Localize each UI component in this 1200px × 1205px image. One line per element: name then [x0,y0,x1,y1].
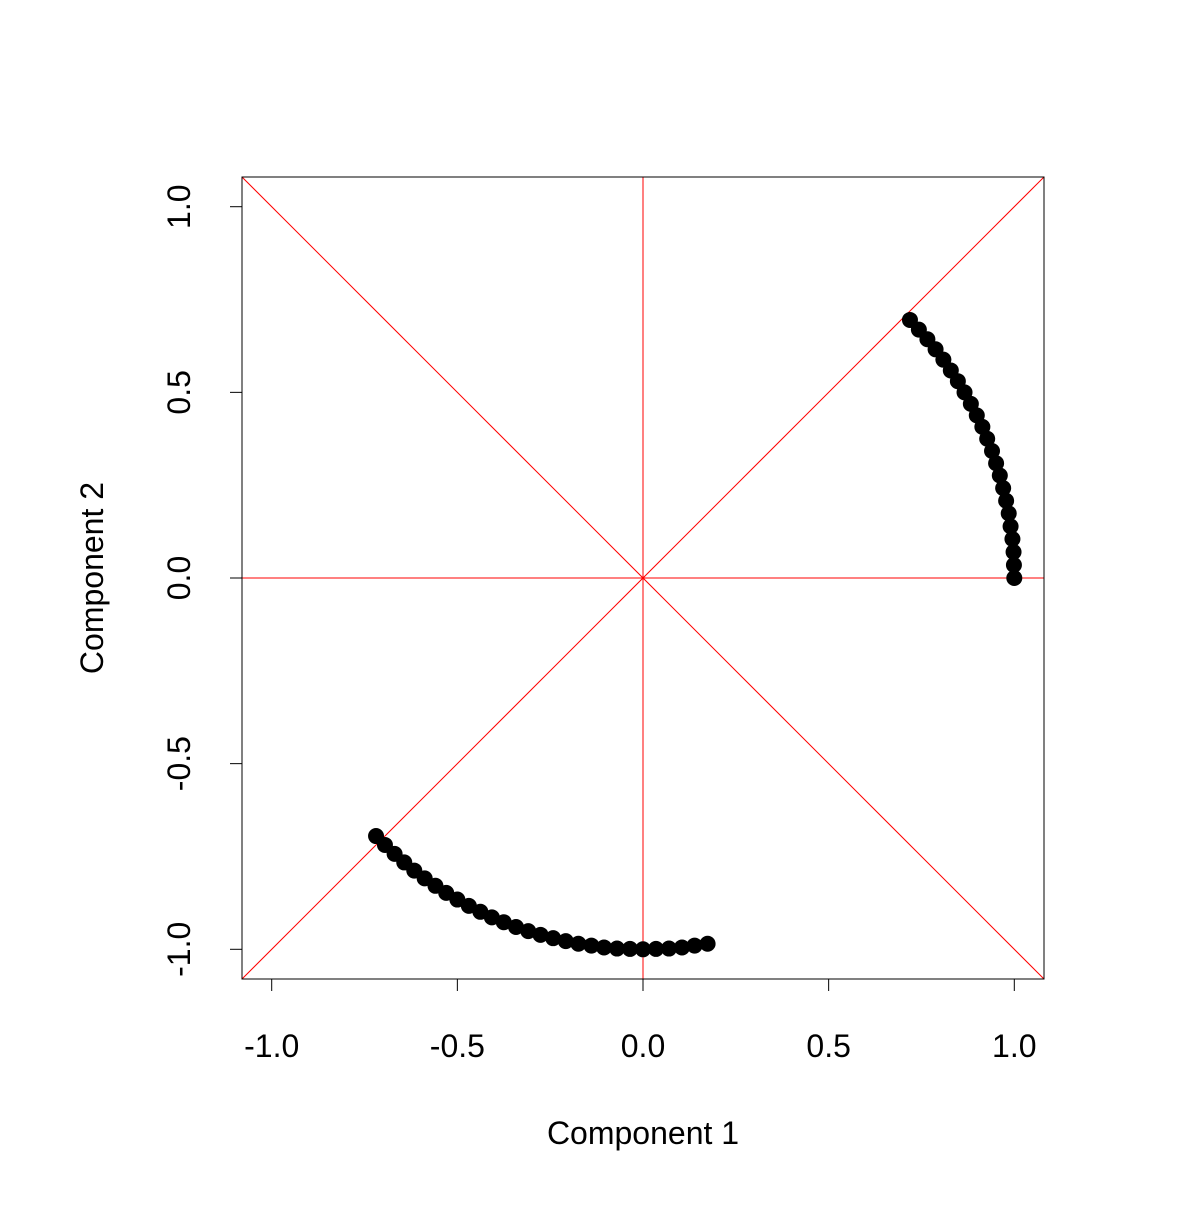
y-tick-label: 0.0 [161,556,197,600]
point [647,940,664,957]
y-tick-label: -0.5 [161,736,197,791]
point [1000,505,1017,522]
reference-line [241,176,1045,980]
point [520,923,537,940]
y-tick-label: 0.5 [161,370,197,414]
y-tick-label: -1.0 [161,922,197,977]
point [998,492,1015,509]
point [635,941,651,958]
x-tick-label: 0.5 [806,1028,850,1064]
x-tick-label: -0.5 [430,1028,485,1064]
x-tick-label: -1.0 [244,1028,299,1064]
point [622,940,639,957]
y-axis-label: Component 2 [74,482,110,674]
point [991,467,1008,484]
point [984,443,1001,460]
point [1004,531,1021,548]
x-tick-label: 1.0 [992,1028,1036,1064]
point [596,939,613,956]
point [699,935,716,952]
point [988,455,1005,472]
point [995,480,1012,497]
point [495,914,512,931]
x-axis-label: Component 1 [547,1115,739,1151]
point [609,940,626,957]
point [660,940,677,957]
point [508,919,525,936]
point [1005,544,1022,561]
x-tick-label: 0.0 [621,1028,665,1064]
point [686,937,703,954]
point [545,930,562,947]
y-tick-label: 1.0 [161,184,197,228]
point [570,935,587,952]
point [583,937,600,954]
point [1005,557,1022,574]
point [557,933,574,950]
point [1002,518,1019,535]
point [901,311,918,328]
point [673,939,690,956]
point [532,926,549,943]
point [1006,570,1023,586]
